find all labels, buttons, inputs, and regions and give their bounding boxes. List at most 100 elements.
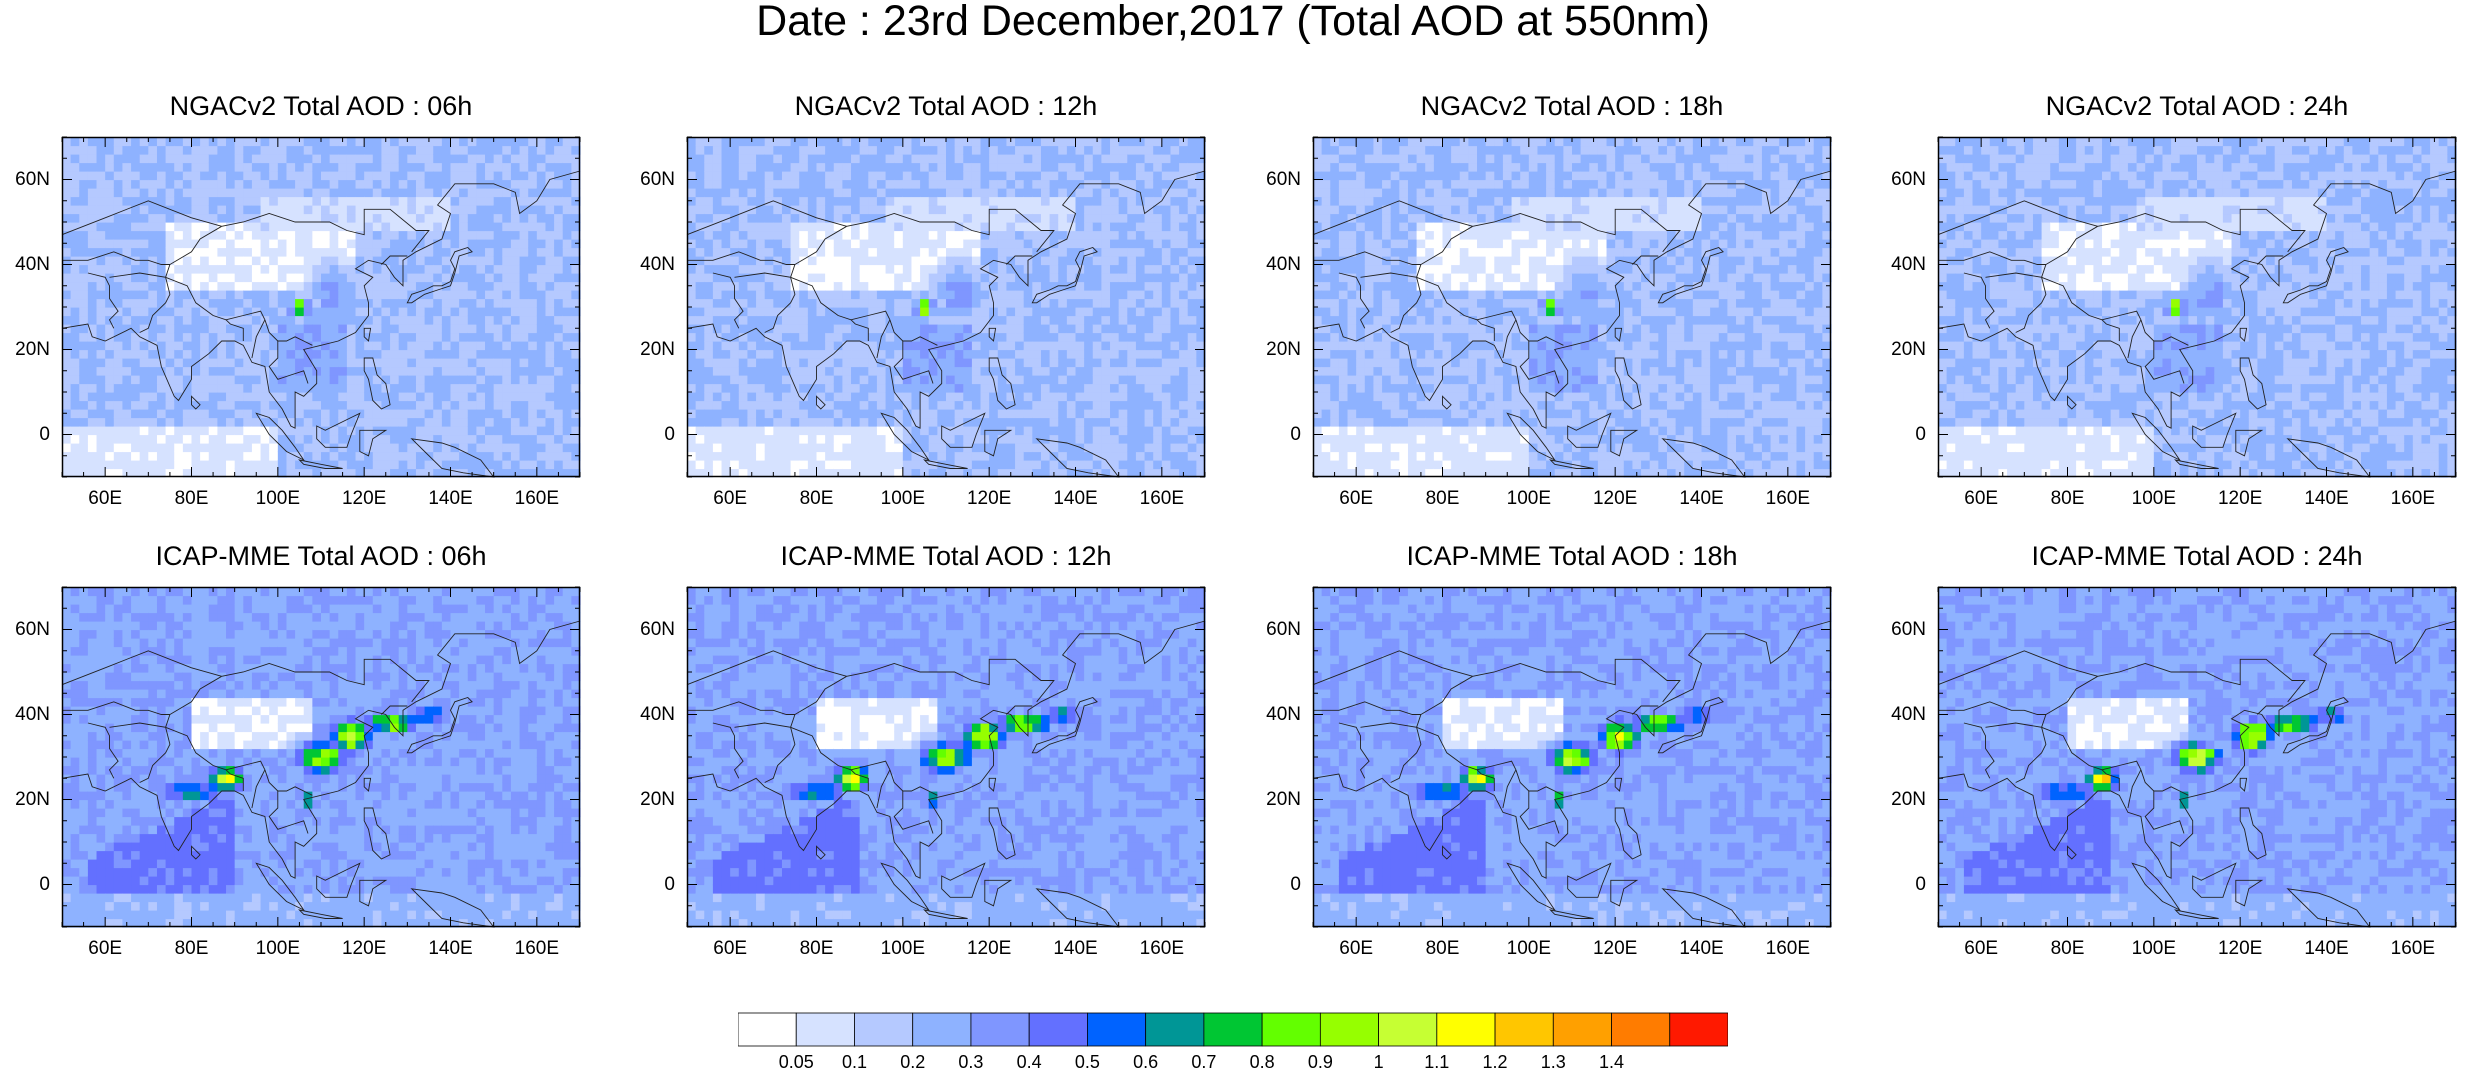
- lon-tick-label: 100E: [253, 489, 303, 508]
- lat-tick-label: 60N: [1253, 170, 1301, 189]
- lat-tick-label: 20N: [1878, 790, 1926, 809]
- lat-tick-label: 60N: [1253, 620, 1301, 639]
- colorbar-swatch: [1553, 1013, 1611, 1046]
- colorbar-tick-label: 1: [1354, 1053, 1404, 1071]
- lat-tick-label: 20N: [2, 790, 50, 809]
- colorbar-tick-label: 0.9: [1295, 1053, 1345, 1071]
- lon-tick-label: 60E: [80, 489, 130, 508]
- colorbar-swatch: [1146, 1013, 1204, 1046]
- panel-title: NGACv2 Total AOD : 06h: [2, 92, 640, 120]
- lat-tick-label: 60N: [627, 170, 675, 189]
- lon-tick-label: 120E: [339, 489, 389, 508]
- colorbar-swatch: [1204, 1013, 1262, 1046]
- lon-tick-label: 60E: [1331, 489, 1381, 508]
- aod-map: [687, 587, 1205, 927]
- aod-map: [1313, 137, 1831, 477]
- lon-tick-label: 100E: [1504, 489, 1554, 508]
- lon-tick-label: 80E: [792, 939, 842, 958]
- colorbar-tick-label: 1.1: [1412, 1053, 1462, 1071]
- lat-tick-label: 60N: [2, 620, 50, 639]
- lon-tick-label: 80E: [1418, 489, 1468, 508]
- colorbar-tick-label: 1.3: [1528, 1053, 1578, 1071]
- lat-tick-label: 0: [1878, 875, 1926, 894]
- lat-tick-label: 60N: [1878, 170, 1926, 189]
- lon-tick-label: 140E: [2302, 489, 2352, 508]
- lon-tick-label: 80E: [2043, 489, 2093, 508]
- panel-title: ICAP-MME Total AOD : 06h: [2, 542, 640, 570]
- lon-tick-label: 80E: [792, 489, 842, 508]
- colorbar-swatch: [1320, 1013, 1378, 1046]
- aod-grid-cells: [1938, 137, 2457, 478]
- panel-title: ICAP-MME Total AOD : 12h: [627, 542, 1265, 570]
- lon-tick-label: 160E: [2388, 939, 2438, 958]
- lat-tick-label: 20N: [627, 340, 675, 359]
- lat-tick-label: 40N: [1878, 705, 1926, 724]
- colorbar-swatch: [1612, 1013, 1670, 1046]
- aod-map: [62, 587, 580, 927]
- lon-tick-label: 100E: [2129, 489, 2179, 508]
- lon-tick-label: 120E: [1590, 939, 1640, 958]
- colorbar-tick-label: 0.6: [1121, 1053, 1171, 1071]
- lon-tick-label: 120E: [964, 489, 1014, 508]
- lon-tick-label: 100E: [253, 939, 303, 958]
- lat-tick-label: 60N: [2, 170, 50, 189]
- lat-tick-label: 0: [1878, 425, 1926, 444]
- lon-tick-label: 140E: [426, 939, 476, 958]
- aod-map: [1938, 587, 2456, 927]
- colorbar-swatch: [1670, 1013, 1728, 1046]
- lon-tick-label: 120E: [2215, 489, 2265, 508]
- lon-tick-label: 60E: [80, 939, 130, 958]
- aod-grid-cells: [1938, 587, 2457, 928]
- aod-grid-cells: [62, 137, 581, 478]
- colorbar-tick-label: 0.05: [771, 1053, 821, 1071]
- aod-map: [1313, 587, 1831, 927]
- lon-tick-label: 160E: [1137, 489, 1187, 508]
- lon-tick-label: 60E: [1956, 939, 2006, 958]
- lat-tick-label: 20N: [1253, 340, 1301, 359]
- lon-tick-label: 160E: [512, 489, 562, 508]
- lon-tick-label: 160E: [1137, 939, 1187, 958]
- lon-tick-label: 80E: [167, 939, 217, 958]
- colorbar-swatch: [1437, 1013, 1495, 1046]
- lat-tick-label: 40N: [1878, 255, 1926, 274]
- lon-tick-label: 120E: [2215, 939, 2265, 958]
- lon-tick-label: 140E: [1051, 489, 1101, 508]
- lat-tick-label: 40N: [1253, 705, 1301, 724]
- lon-tick-label: 100E: [878, 489, 928, 508]
- lat-tick-label: 0: [1253, 425, 1301, 444]
- lat-tick-label: 0: [1253, 875, 1301, 894]
- lon-tick-label: 120E: [1590, 489, 1640, 508]
- lon-tick-label: 100E: [878, 939, 928, 958]
- lon-tick-label: 100E: [1504, 939, 1554, 958]
- colorbar-swatch: [854, 1013, 912, 1046]
- lat-tick-label: 40N: [1253, 255, 1301, 274]
- lon-tick-label: 160E: [512, 939, 562, 958]
- colorbar-tick-label: 1.4: [1587, 1053, 1637, 1071]
- colorbar-swatch: [796, 1013, 854, 1046]
- lat-tick-label: 20N: [627, 790, 675, 809]
- aod-grid-cells: [62, 587, 581, 928]
- lat-tick-label: 60N: [1878, 620, 1926, 639]
- colorbar-tick-label: 0.2: [888, 1053, 938, 1071]
- lat-tick-label: 60N: [627, 620, 675, 639]
- aod-map: [62, 137, 580, 477]
- aod-map: [687, 137, 1205, 477]
- lon-tick-label: 60E: [1956, 489, 2006, 508]
- lon-tick-label: 60E: [705, 489, 755, 508]
- lon-tick-label: 160E: [1763, 489, 1813, 508]
- lon-tick-label: 160E: [2388, 489, 2438, 508]
- aod-grid-cells: [687, 137, 1206, 478]
- colorbar-tick-label: 0.8: [1237, 1053, 1287, 1071]
- colorbar-tick-label: 1.2: [1470, 1053, 1520, 1071]
- aod-grid-cells: [1313, 137, 1832, 478]
- lon-tick-label: 140E: [1677, 939, 1727, 958]
- colorbar-swatch: [1029, 1013, 1087, 1046]
- lon-tick-label: 160E: [1763, 939, 1813, 958]
- lon-tick-label: 60E: [1331, 939, 1381, 958]
- lat-tick-label: 0: [627, 425, 675, 444]
- lon-tick-label: 100E: [2129, 939, 2179, 958]
- figure-title: Date : 23rd December,2017 (Total AOD at …: [0, 0, 2466, 43]
- lon-tick-label: 140E: [1677, 489, 1727, 508]
- aod-map: [1938, 137, 2456, 477]
- lon-tick-label: 120E: [964, 939, 1014, 958]
